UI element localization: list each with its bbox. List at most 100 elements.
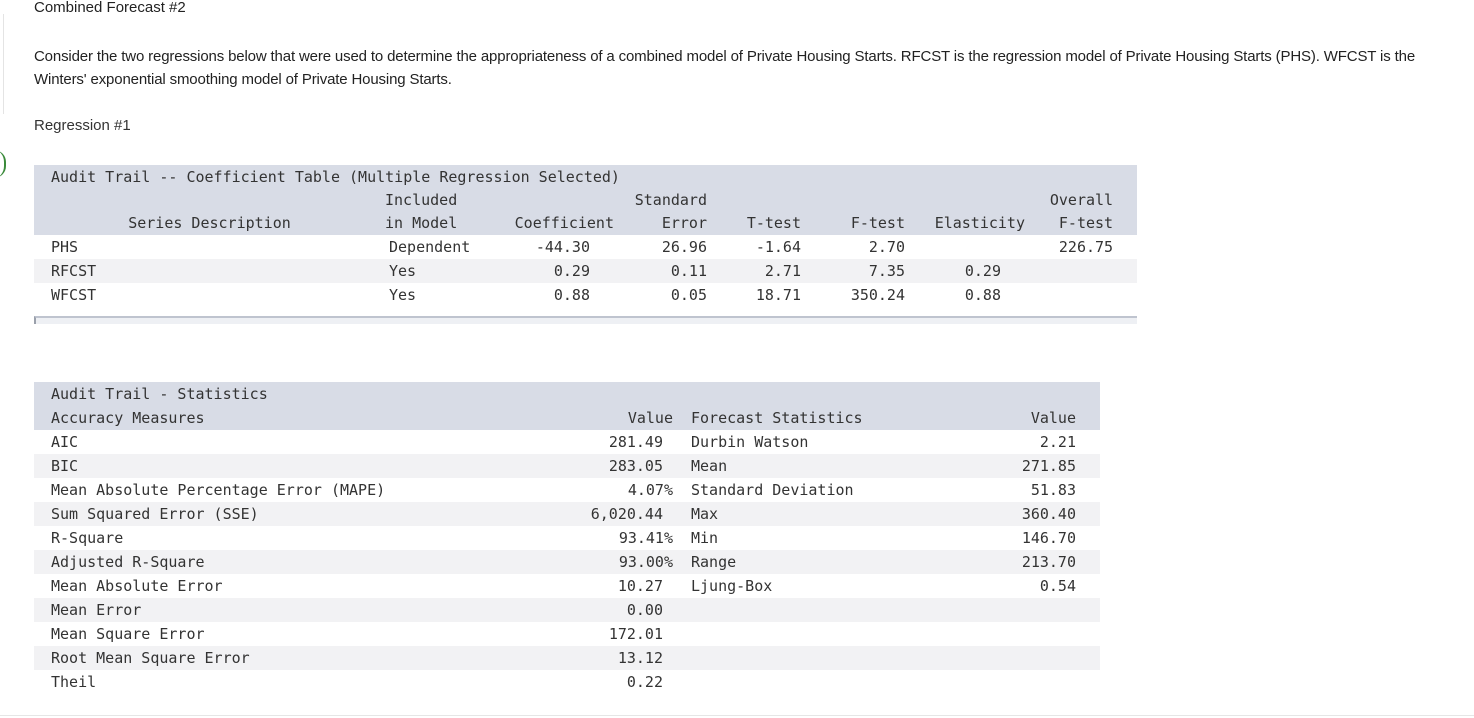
row-label: Mean bbox=[691, 454, 991, 478]
row-label: WFCST bbox=[51, 286, 97, 304]
row-label: Mean Absolute Percentage Error (MAPE) bbox=[51, 481, 386, 499]
statistics-table: Audit Trail - Statistics Accuracy Measure… bbox=[34, 382, 1100, 694]
row-label: Range bbox=[691, 550, 991, 574]
cell: 283.05 bbox=[573, 454, 673, 478]
data-row: Adjusted R-Square 93.00% Range 213.70 bbox=[34, 550, 1100, 574]
spacer bbox=[673, 550, 691, 574]
column-header: Forecast Statistics bbox=[691, 406, 991, 430]
data-row: RFCST Yes 0.29 0.11 2.71 7.35 0.29 bbox=[34, 259, 1138, 283]
cell bbox=[991, 598, 1100, 622]
row-label: Sum Squared Error (SSE) bbox=[34, 502, 573, 526]
cell: 0.88 bbox=[964, 286, 1001, 304]
cell bbox=[991, 670, 1100, 694]
spacer bbox=[673, 670, 691, 694]
table-title: Audit Trail -- Coefficient Table (Multip… bbox=[34, 165, 1138, 189]
column-header: Included bbox=[385, 189, 490, 212]
spacer bbox=[673, 574, 691, 598]
data-row: R-Square 93.41% Min 146.70 bbox=[34, 526, 1100, 550]
spacer bbox=[673, 646, 691, 670]
cell: 10.27 bbox=[617, 577, 663, 595]
column-header: F-test bbox=[807, 212, 911, 235]
data-row: Mean Square Error 172.01 bbox=[34, 622, 1100, 646]
cell: Yes bbox=[385, 259, 490, 283]
cell: 0.29 bbox=[490, 259, 620, 283]
cell: 2.70 bbox=[868, 238, 905, 256]
status-indicator bbox=[0, 150, 6, 178]
cell: 0.11 bbox=[620, 259, 713, 283]
cell: 271.85 bbox=[991, 454, 1100, 478]
cell: 360.40 bbox=[991, 502, 1100, 526]
cell: 2.21 bbox=[1039, 433, 1076, 451]
row-label: Mean Square Error bbox=[51, 625, 205, 643]
cell: -44.30 bbox=[535, 238, 590, 256]
coefficient-table: Audit Trail -- Coefficient Table (Multip… bbox=[34, 165, 1138, 307]
cell: 7.35 bbox=[807, 259, 911, 283]
cell bbox=[1031, 283, 1137, 307]
spacer bbox=[673, 478, 691, 502]
cell: 51.83 bbox=[1030, 481, 1076, 499]
cell: 93.41% bbox=[618, 529, 673, 547]
row-label: Max bbox=[691, 502, 991, 526]
data-row: BIC 283.05 Mean 271.85 bbox=[34, 454, 1100, 478]
row-label bbox=[691, 670, 991, 694]
row-label: Root Mean Square Error bbox=[34, 646, 573, 670]
data-row: Root Mean Square Error 13.12 bbox=[34, 646, 1100, 670]
cell: 172.01 bbox=[608, 625, 663, 643]
spacer bbox=[673, 406, 691, 430]
column-header bbox=[807, 189, 911, 212]
header-row: Included Standard Overall bbox=[34, 189, 1138, 212]
title-row: Audit Trail -- Coefficient Table (Multip… bbox=[34, 165, 1138, 189]
column-header: T-test bbox=[713, 212, 807, 235]
data-row: Mean Absolute Error 10.27 Ljung-Box 0.54 bbox=[34, 574, 1100, 598]
column-header: Elasticity bbox=[911, 212, 1031, 235]
cell: 0.29 bbox=[911, 259, 1031, 283]
row-label: PHS bbox=[51, 238, 79, 256]
column-header: Overall bbox=[1031, 189, 1138, 212]
column-header: Series Description bbox=[34, 212, 385, 235]
header-row: Series Description in Model Coefficient Err… bbox=[34, 212, 1138, 235]
column-header: Coefficient bbox=[490, 212, 620, 235]
spacer bbox=[673, 430, 691, 454]
data-row: Sum Squared Error (SSE) 6,020.44 Max 360.40 bbox=[34, 502, 1100, 526]
cell: 0.22 bbox=[626, 673, 663, 691]
row-label: AIC bbox=[51, 433, 79, 451]
row-label: Mean Error bbox=[34, 598, 573, 622]
cell: Dependent bbox=[389, 238, 471, 256]
column-header: in Model bbox=[385, 212, 490, 235]
intro-text: Consider the two regressions below that … bbox=[34, 48, 1416, 88]
title-row: Audit Trail - Statistics bbox=[34, 382, 1100, 406]
cell: 26.96 bbox=[661, 238, 707, 256]
cell: 2.71 bbox=[713, 259, 807, 283]
cell: 6,020.44 bbox=[573, 502, 673, 526]
row-label: Min bbox=[691, 529, 719, 547]
cell: 281.49 bbox=[608, 433, 663, 451]
cell: 0.54 bbox=[1039, 577, 1076, 595]
section-label: Regression #1 bbox=[34, 117, 131, 134]
row-label: Durbin Watson bbox=[691, 433, 809, 451]
row-label bbox=[691, 646, 991, 670]
cell: 13.12 bbox=[573, 646, 673, 670]
cell: 146.70 bbox=[1021, 529, 1076, 547]
spacer bbox=[673, 454, 691, 478]
row-label: Adjusted R-Square bbox=[34, 550, 573, 574]
row-label: Ljung-Box bbox=[691, 577, 773, 595]
column-header: Accuracy Measures bbox=[34, 406, 573, 430]
spacer bbox=[673, 598, 691, 622]
row-label: Standard Deviation bbox=[691, 481, 854, 499]
row-label: RFCST bbox=[34, 259, 385, 283]
column-header: Standard bbox=[620, 189, 713, 212]
row-label: Mean Absolute Error bbox=[51, 577, 223, 595]
cell: 18.71 bbox=[755, 286, 801, 304]
table-title: Audit Trail - Statistics bbox=[34, 382, 1100, 406]
spacer bbox=[673, 526, 691, 550]
page-title: Combined Forecast #2 bbox=[34, 0, 186, 16]
data-row: Theil 0.22 bbox=[34, 670, 1100, 694]
column-header bbox=[34, 189, 385, 212]
column-header: Value bbox=[573, 406, 673, 430]
data-row: PHS Dependent -44.30 26.96 -1.64 2.70 226.75 bbox=[34, 235, 1137, 259]
row-label: BIC bbox=[34, 454, 573, 478]
row-label: R-Square bbox=[51, 529, 124, 547]
panel-edge bbox=[0, 14, 4, 114]
column-header bbox=[713, 189, 807, 212]
